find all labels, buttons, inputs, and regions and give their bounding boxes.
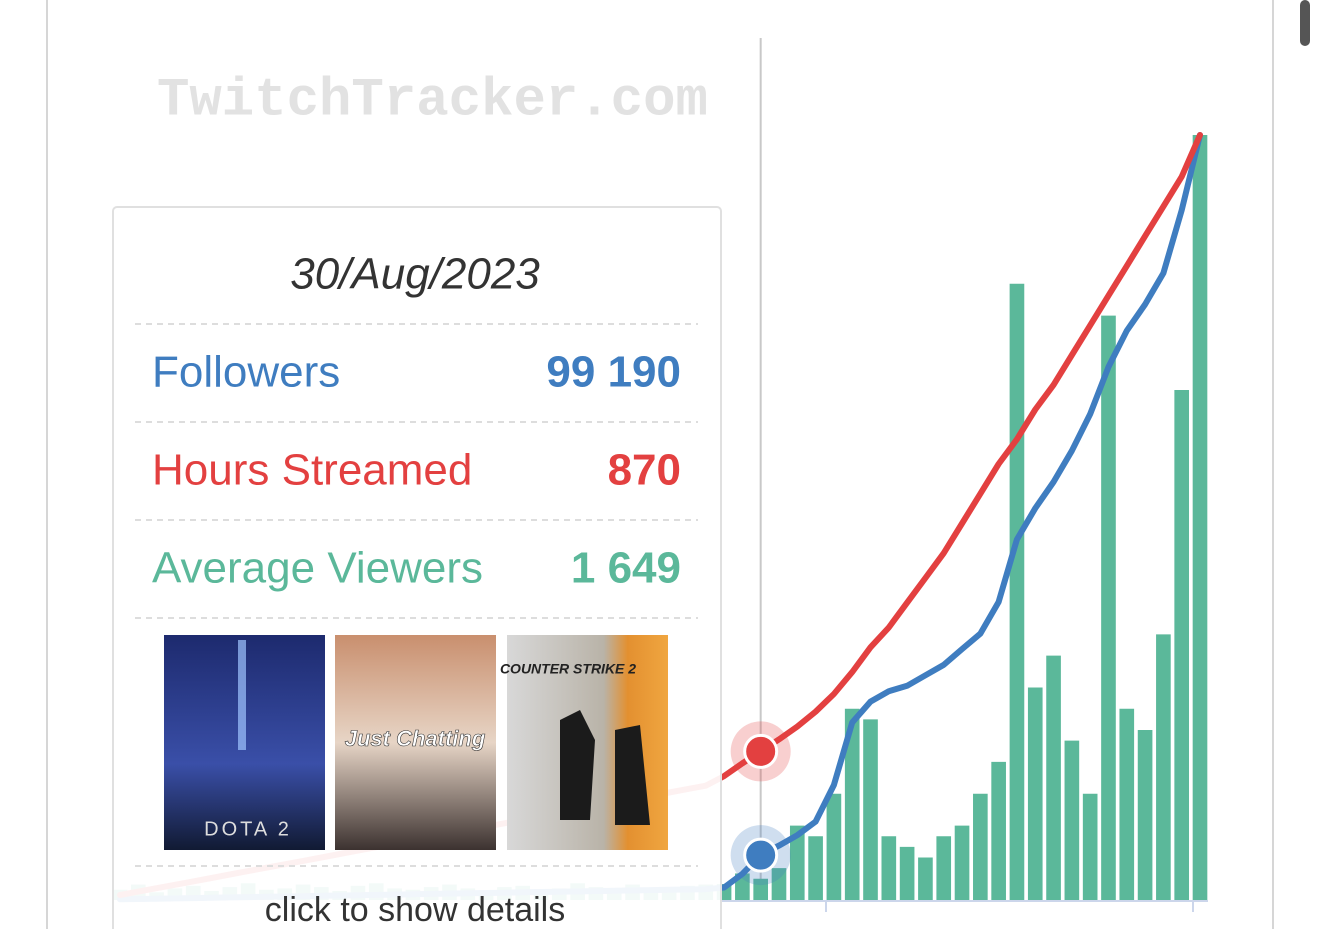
bar — [1027, 687, 1043, 900]
bar — [1156, 634, 1171, 900]
tooltip-series-name: Followers — [152, 348, 340, 397]
bar — [918, 857, 933, 900]
bar — [771, 868, 787, 900]
game-name: DOTA 2 — [204, 818, 292, 840]
bar — [991, 761, 1006, 900]
game-image[interactable] — [335, 635, 496, 850]
tooltip-value: 1 649 — [571, 544, 681, 593]
bar — [1119, 708, 1135, 900]
bar — [1192, 135, 1208, 900]
tooltip-series-name: Average Viewers — [152, 544, 483, 593]
tooltip-series-name: Hours Streamed — [152, 446, 472, 495]
bar — [1174, 390, 1190, 900]
bar — [936, 836, 952, 900]
game-name: COUNTER STRIKE 2 — [500, 661, 636, 677]
tooltip[interactable]: 30/Aug/2023 DOTA 2 Just Chatting COUNTER… — [112, 206, 722, 929]
bar — [863, 719, 878, 900]
bar — [1101, 315, 1116, 901]
point — [743, 837, 779, 873]
bar — [1064, 740, 1080, 900]
bar — [808, 836, 823, 900]
bar — [789, 825, 805, 900]
bar — [973, 793, 988, 900]
bar — [753, 878, 768, 900]
scrollbar[interactable] — [1300, 0, 1310, 46]
tooltip-action[interactable]: click to show details — [265, 891, 565, 929]
watermark: TwitchTracker.com — [157, 70, 708, 131]
separators — [135, 323, 698, 867]
bar — [844, 708, 860, 900]
game-images: DOTA 2 Just Chatting COUNTER STRIKE 2 — [164, 635, 668, 850]
bar — [1046, 655, 1061, 900]
bar — [881, 836, 897, 900]
tooltip-date: 30/Aug/2023 — [290, 250, 540, 299]
bar — [1137, 730, 1153, 900]
bar — [826, 793, 842, 900]
tooltip-value: 99 190 — [546, 348, 681, 397]
bar — [1082, 793, 1098, 900]
point — [743, 733, 779, 769]
bar — [899, 846, 915, 900]
game-name: Just Chatting — [345, 726, 486, 751]
tooltip-value: 870 — [608, 446, 681, 495]
bar — [1009, 283, 1025, 900]
bar — [954, 825, 970, 900]
